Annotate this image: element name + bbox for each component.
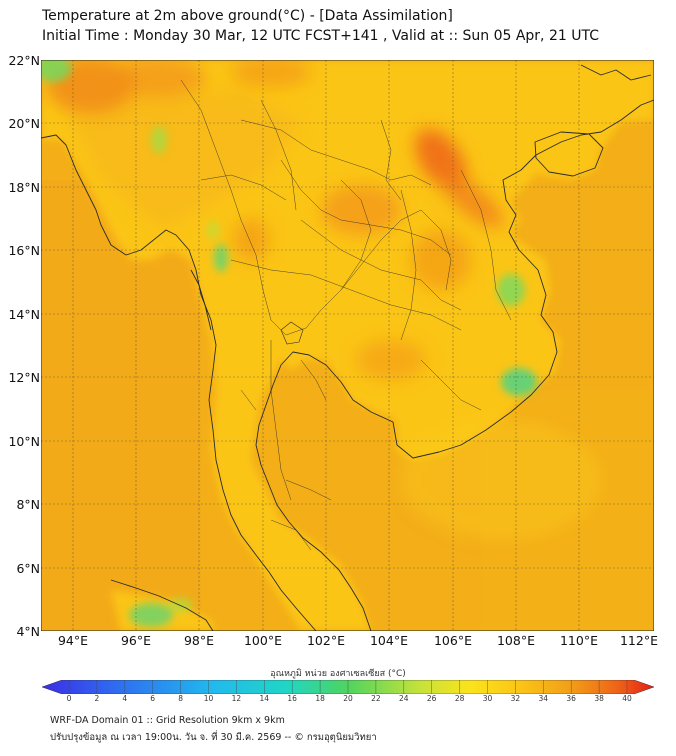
lat-label: 12°N (8, 370, 40, 385)
lat-label: 20°N (8, 116, 40, 131)
lon-label: 102°E (306, 633, 345, 648)
colorbar-tick-label: 0 (66, 694, 72, 703)
lon-label: 94°E (57, 633, 89, 648)
temperature-map (41, 60, 654, 631)
graticule (41, 60, 654, 631)
colorbar-tick-label: 20 (343, 694, 353, 703)
lat-label: 8°N (16, 497, 40, 512)
lat-label: 16°N (8, 243, 40, 258)
footer-update-info: ปรับปรุงข้อมูล ณ เวลา 19:00น. วัน จ. ที่… (50, 732, 377, 743)
colorbar-tick-label: 24 (399, 694, 409, 703)
lon-label: 96°E (120, 633, 152, 648)
lat-label: 14°N (8, 307, 40, 322)
colorbar-tick-label: 34 (538, 694, 549, 703)
colorbar-tick-label: 2 (94, 694, 100, 703)
lon-label: 104°E (369, 633, 408, 648)
colorbar (42, 680, 654, 694)
title-line-1: Temperature at 2m above ground(°C) - [Da… (42, 8, 453, 24)
province-borders (180, 79, 512, 551)
lat-label: 18°N (8, 180, 40, 195)
colorbar-tick-label: 12 (231, 694, 242, 703)
colorbar-tick-label: 18 (315, 694, 325, 703)
lon-label: 112°E (619, 633, 658, 648)
colorbar-tick-label: 36 (566, 694, 576, 703)
map-title: Temperature at 2m above ground(°C) - [Da… (42, 6, 599, 46)
colorbar-tick-label: 16 (287, 694, 297, 703)
footer-domain-info: WRF-DA Domain 01 :: Grid Resolution 9km … (50, 715, 285, 726)
lon-label: 106°E (433, 633, 472, 648)
colorbar-title: อุณหภูมิ หน่วย องศาเซลเซียส (°C) (270, 669, 406, 679)
coastlines (41, 64, 654, 631)
lat-label: 22°N (8, 53, 40, 68)
lon-label: 98°E (183, 633, 215, 648)
lat-label: 10°N (8, 434, 40, 449)
lon-label: 100°E (243, 633, 282, 648)
cool-anomalies (41, 60, 537, 627)
colorbar-tick-label: 32 (510, 694, 521, 703)
colorbar-tick-label: 30 (482, 694, 493, 703)
colorbar-tick-label: 26 (426, 694, 437, 703)
lat-label: 6°N (16, 561, 40, 576)
colorbar-tick-label: 4 (122, 694, 128, 703)
lon-label: 108°E (496, 633, 535, 648)
colorbar-tick-label: 14 (259, 694, 270, 703)
colorbar-tick-label: 10 (203, 694, 214, 703)
title-line-2: Initial Time : Monday 30 Mar, 12 UTC FCS… (42, 28, 599, 44)
colorbar-tick-label: 6 (150, 694, 156, 703)
colorbar-tick-label: 40 (622, 694, 632, 703)
colorbar-tick-label: 38 (594, 694, 604, 703)
colorbar-tick-label: 22 (371, 694, 381, 703)
lon-label: 110°E (559, 633, 598, 648)
colorbar-tick-label: 8 (178, 694, 183, 703)
lat-label: 4°N (16, 624, 40, 639)
colorbar-tick-label: 28 (454, 694, 465, 703)
